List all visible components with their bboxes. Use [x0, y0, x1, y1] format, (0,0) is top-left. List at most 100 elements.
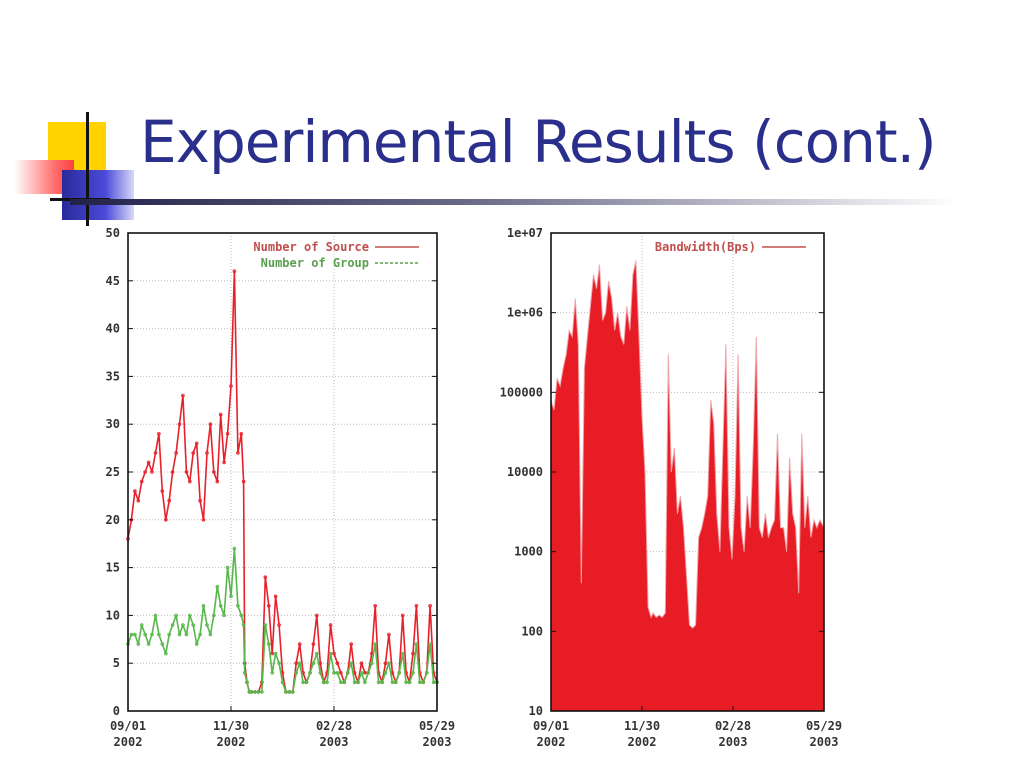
- data-point: [407, 680, 412, 685]
- y-tick-label: 0: [113, 704, 120, 718]
- data-point: [241, 479, 246, 484]
- data-point: [184, 632, 189, 637]
- data-point: [225, 431, 230, 436]
- x-tick-label: 11/30: [624, 719, 660, 733]
- data-point: [311, 642, 316, 646]
- data-point: [421, 680, 426, 685]
- data-point: [245, 680, 249, 685]
- data-point: [339, 670, 343, 675]
- series-line-number-of-group: [127, 547, 437, 693]
- data-point: [393, 680, 398, 685]
- data-point: [167, 632, 172, 637]
- data-point: [363, 680, 367, 685]
- data-point: [229, 384, 233, 388]
- data-point: [332, 651, 336, 656]
- data-point: [174, 451, 178, 455]
- data-point: [266, 603, 271, 608]
- x-tick-label: 2002: [628, 735, 657, 749]
- data-point: [167, 498, 172, 503]
- data-point: [129, 632, 134, 637]
- data-point: [325, 680, 329, 685]
- data-point: [253, 690, 257, 694]
- x-tick-label: 09/01: [533, 719, 569, 733]
- data-point: [411, 651, 415, 656]
- data-point: [150, 470, 154, 474]
- x-tick-label: 05/29: [806, 719, 842, 733]
- legend-label: Bandwidth(Bps): [655, 240, 756, 254]
- data-point: [198, 632, 202, 637]
- data-point: [222, 613, 226, 618]
- data-point: [232, 546, 237, 551]
- data-point: [232, 269, 237, 274]
- data-point: [266, 642, 271, 646]
- data-point: [143, 632, 148, 637]
- data-point: [208, 422, 213, 427]
- slide-title: Experimental Results (cont.): [140, 108, 937, 176]
- data-point: [270, 651, 275, 656]
- data-point: [314, 613, 319, 618]
- data-point: [287, 690, 292, 694]
- data-point: [201, 517, 206, 522]
- y-tick-label: 45: [106, 274, 120, 288]
- data-point: [359, 670, 364, 675]
- ornament-blue-square: [62, 170, 134, 220]
- data-point: [383, 670, 388, 675]
- data-point: [191, 451, 196, 455]
- data-point: [194, 441, 199, 446]
- data-point: [174, 613, 178, 618]
- data-point: [301, 680, 305, 685]
- data-point: [342, 680, 347, 685]
- y-tick-label: 1e+06: [507, 306, 543, 320]
- data-point: [335, 661, 340, 665]
- data-point: [212, 470, 216, 474]
- data-point: [146, 642, 151, 646]
- data-point: [225, 565, 230, 570]
- data-point: [133, 632, 137, 637]
- data-point: [339, 680, 343, 685]
- data-point: [297, 661, 302, 665]
- data-point: [236, 451, 240, 455]
- data-point: [249, 690, 254, 694]
- data-point: [160, 489, 165, 493]
- data-point: [181, 623, 185, 627]
- data-point: [143, 470, 148, 474]
- x-tick-label: 2003: [810, 735, 839, 749]
- data-point: [397, 670, 402, 675]
- data-point: [359, 661, 364, 665]
- data-point: [260, 690, 264, 694]
- y-tick-label: 15: [106, 561, 120, 575]
- data-point: [328, 651, 333, 656]
- x-tick-label: 02/28: [715, 719, 751, 733]
- data-point: [277, 623, 281, 627]
- data-point: [284, 690, 288, 694]
- data-point: [373, 603, 378, 608]
- data-point: [321, 680, 326, 685]
- data-point: [387, 661, 391, 665]
- data-point: [270, 670, 275, 675]
- data-point: [263, 623, 268, 627]
- x-tick-label: 2003: [320, 735, 349, 749]
- data-point: [133, 489, 137, 493]
- data-point: [387, 632, 391, 637]
- y-tick-label: 10000: [507, 465, 543, 479]
- legend-label: Number of Source: [253, 240, 369, 254]
- data-point: [177, 422, 182, 427]
- data-point: [242, 670, 247, 675]
- data-point: [390, 680, 395, 685]
- data-point: [160, 642, 165, 646]
- data-point: [139, 479, 144, 484]
- x-tick-label: 2002: [114, 735, 143, 749]
- data-point: [414, 603, 419, 608]
- data-point: [328, 623, 333, 627]
- data-point: [139, 623, 144, 627]
- y-tick-label: 35: [106, 369, 120, 383]
- data-point: [356, 680, 360, 685]
- data-point: [352, 680, 357, 685]
- data-point: [188, 479, 192, 484]
- data-point: [198, 498, 202, 503]
- data-point: [247, 690, 252, 694]
- y-tick-label: 20: [106, 513, 120, 527]
- y-tick-label: 25: [106, 465, 120, 479]
- data-point: [201, 603, 206, 608]
